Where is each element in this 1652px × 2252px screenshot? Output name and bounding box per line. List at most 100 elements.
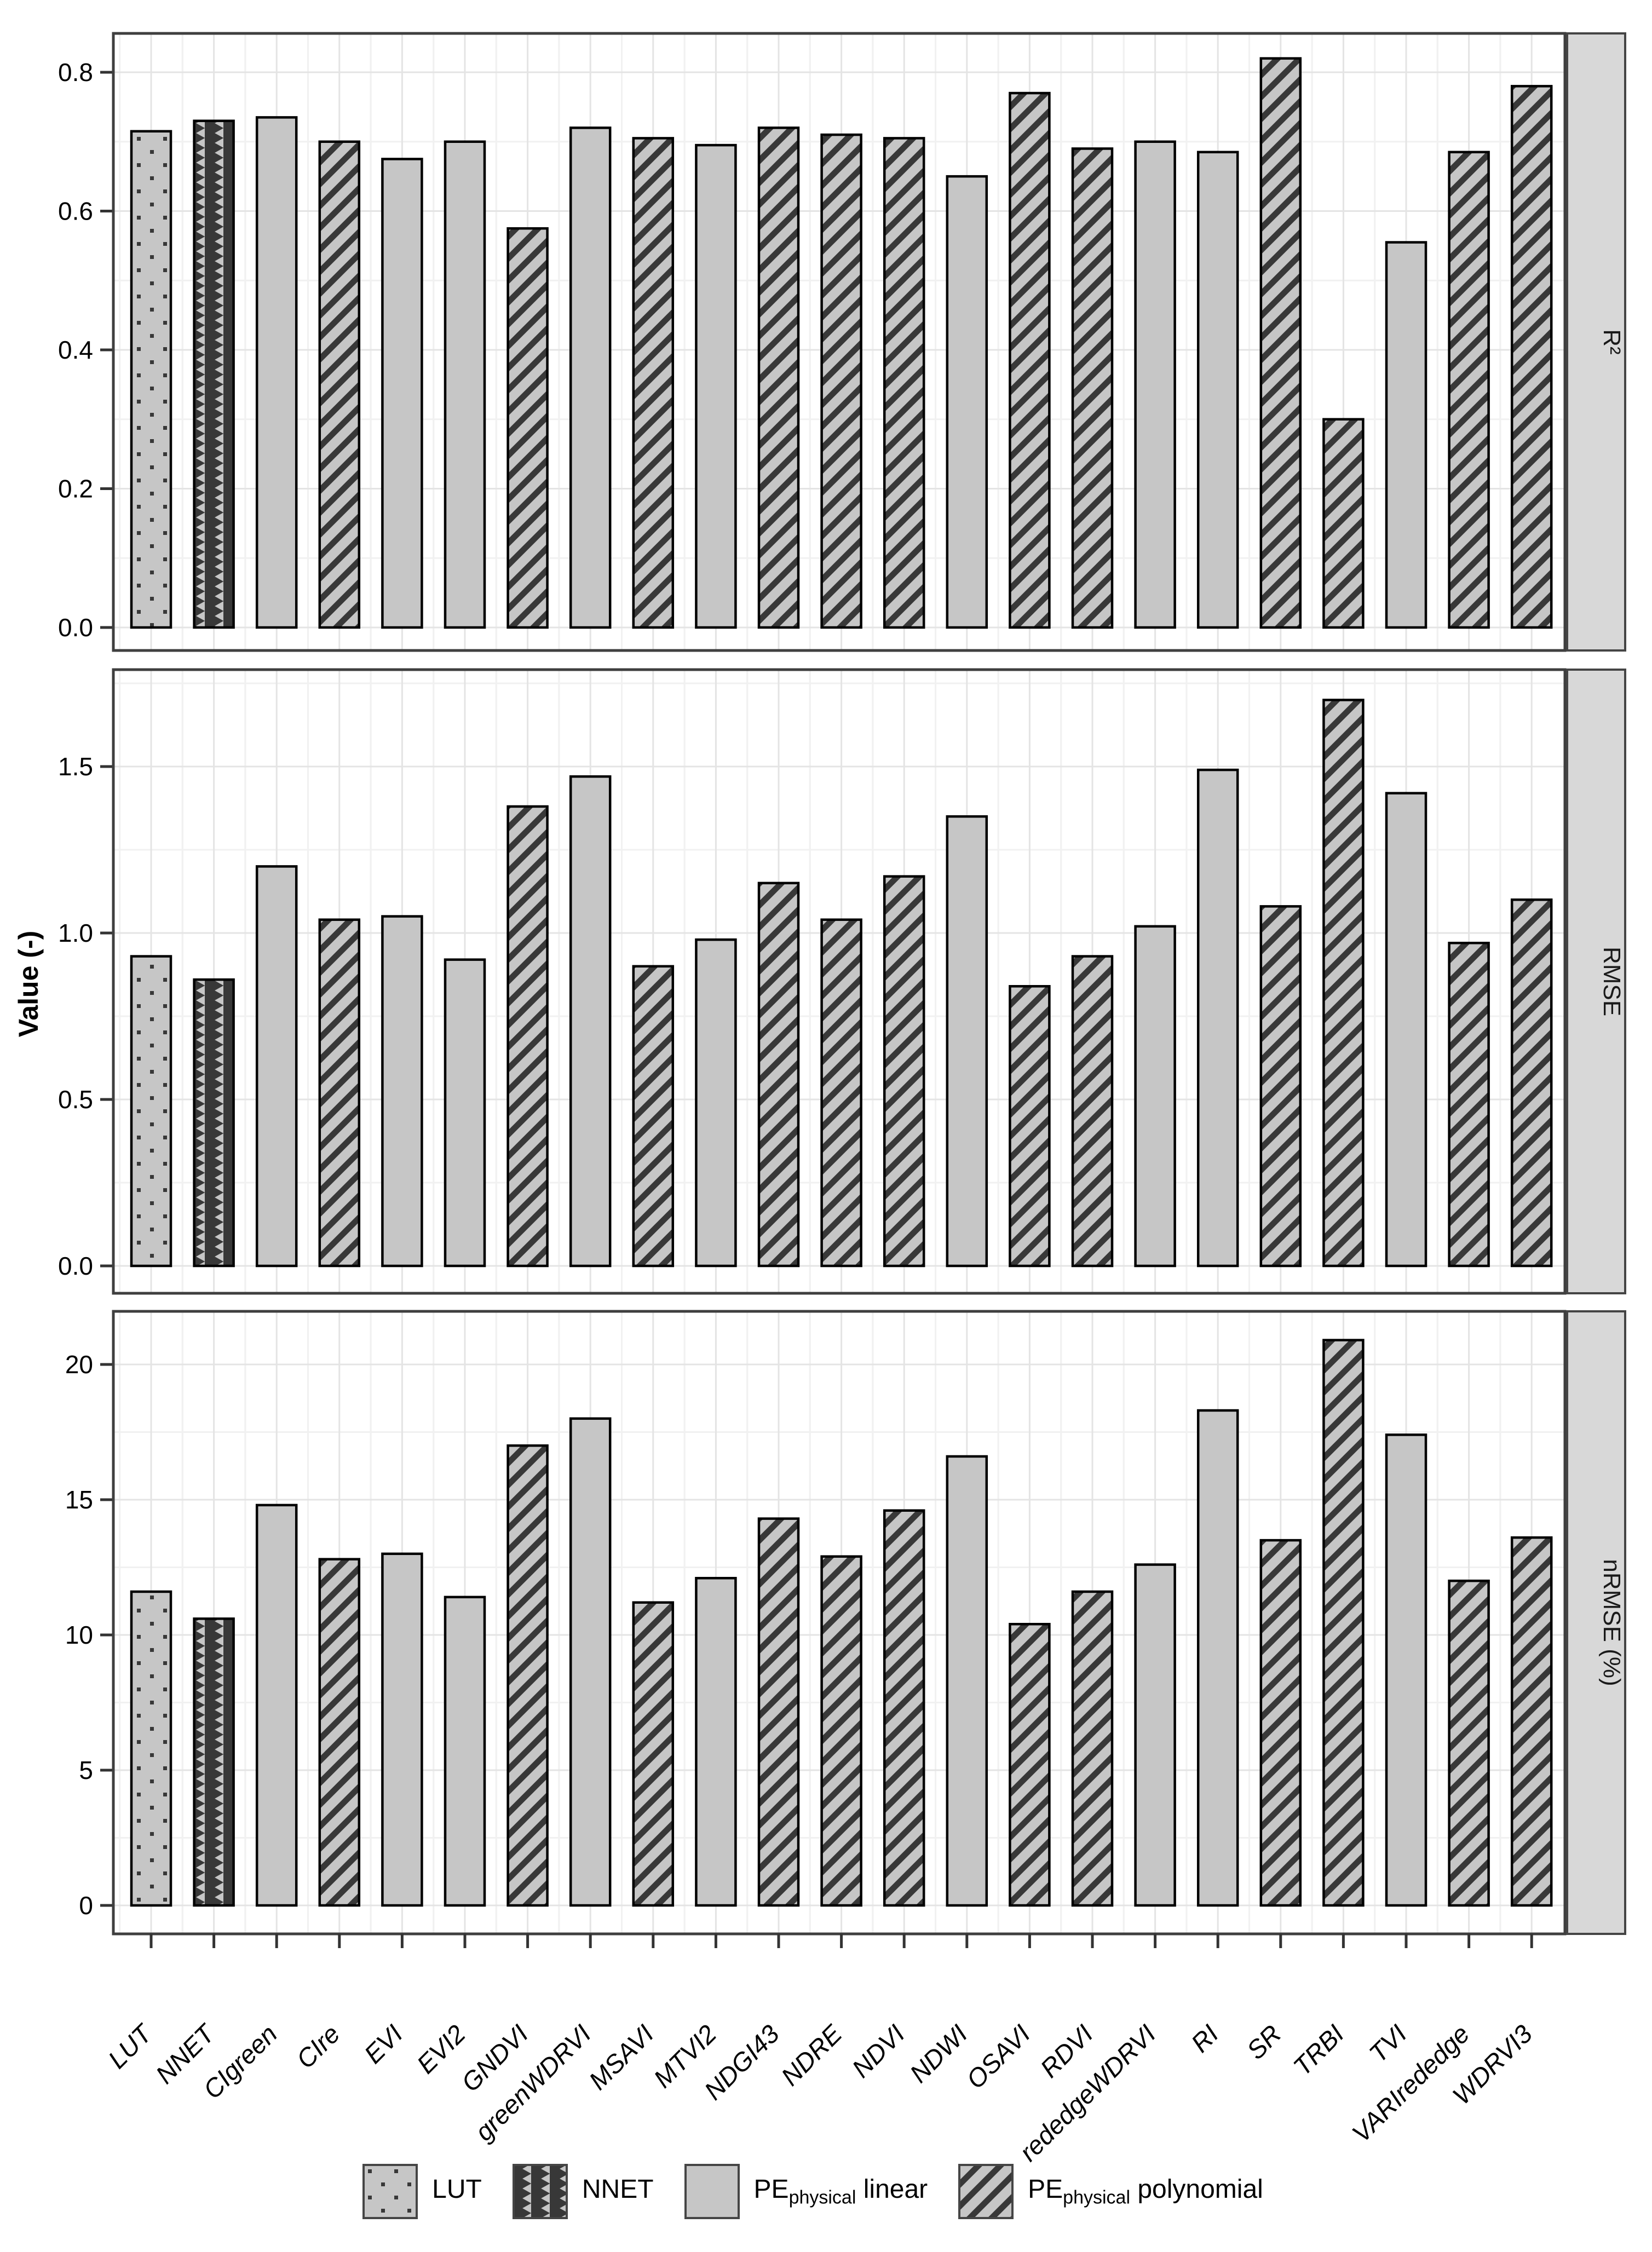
x-tick-label-MSAVI: MSAVI bbox=[583, 2019, 659, 2095]
panel-border bbox=[112, 668, 1567, 1295]
bar-MSAVI bbox=[632, 1601, 675, 1907]
bar-RI bbox=[1196, 151, 1239, 629]
bar-MTVI2 bbox=[695, 938, 737, 1268]
bar-LUT bbox=[130, 955, 172, 1268]
lut-dotted-swatch-icon bbox=[362, 2164, 418, 2219]
pe-polynomial-hatch-swatch-icon bbox=[958, 2164, 1014, 2219]
bar-TVI bbox=[1385, 1433, 1427, 1907]
bar-EVI2 bbox=[444, 958, 486, 1268]
facet-strip-label: RMSE bbox=[1598, 947, 1625, 1016]
bar-GNDVI bbox=[506, 805, 549, 1268]
bar-NDWI bbox=[946, 815, 988, 1268]
y-tick-label: 1.0 bbox=[58, 919, 93, 947]
x-tick-label-CIre: CIre bbox=[291, 2019, 346, 2074]
y-tick-label: 5 bbox=[79, 1756, 93, 1784]
bar-NDRE bbox=[820, 1555, 862, 1907]
bar-NDWI bbox=[946, 175, 988, 629]
bar-greenWDRVI bbox=[569, 126, 612, 629]
legend-item-nnet: NNET bbox=[512, 2164, 654, 2219]
y-tick-label: 0.4 bbox=[58, 336, 93, 364]
bar-TVI bbox=[1385, 241, 1427, 629]
bar-RDVI bbox=[1071, 1590, 1114, 1907]
y-tick-label: 10 bbox=[65, 1621, 93, 1649]
bar-TVI bbox=[1385, 792, 1427, 1268]
bar-GNDVI bbox=[506, 227, 549, 629]
bar-EVI bbox=[381, 158, 423, 629]
bar-RDVI bbox=[1071, 147, 1114, 629]
x-tick-label-EVI: EVI bbox=[358, 2019, 408, 2069]
bar-RI bbox=[1196, 768, 1239, 1268]
x-tick-label-OSAVI: OSAVI bbox=[960, 2019, 1035, 2094]
legend-label-pe-linear: PEphysical linear bbox=[753, 2175, 928, 2208]
panel-2: 0 5 10 15 20 nRMSE (%) bbox=[65, 1310, 1626, 1936]
bar-NDVI bbox=[883, 875, 925, 1268]
legend: LUT NNET PEphysical linear PEphysical po… bbox=[0, 2164, 1626, 2219]
bar-greenWDRVI bbox=[569, 1417, 612, 1907]
bar-VARIrededge bbox=[1448, 151, 1490, 629]
facet-strip bbox=[1566, 1310, 1626, 1935]
bar-CIgreen bbox=[255, 116, 298, 629]
facet-strip-label: nRMSE (%) bbox=[1598, 1559, 1625, 1686]
bar-GNDVI bbox=[506, 1444, 549, 1907]
legend-item-lut: LUT bbox=[362, 2164, 482, 2219]
bar-SR bbox=[1259, 57, 1302, 629]
bar-RDVI bbox=[1071, 955, 1114, 1268]
bar-EVI bbox=[381, 915, 423, 1268]
bar-NDVI bbox=[883, 137, 925, 629]
bar-MSAVI bbox=[632, 137, 675, 629]
y-tick-label: 0.5 bbox=[58, 1085, 93, 1114]
y-axis-title: Value (-) bbox=[13, 930, 44, 1038]
bar-NNET bbox=[193, 1617, 235, 1907]
pe-linear-solid-swatch-icon bbox=[684, 2164, 740, 2219]
bar-CIre bbox=[318, 140, 361, 629]
x-tick-label-NDVI: NDVI bbox=[846, 2019, 910, 2083]
bar-WDRVI3 bbox=[1510, 85, 1553, 629]
facet-strip-label: R² bbox=[1598, 329, 1625, 354]
bar-TRBI bbox=[1322, 1339, 1365, 1907]
bar-EVI bbox=[381, 1552, 423, 1907]
bar-NNET bbox=[193, 119, 235, 629]
panel-border bbox=[112, 32, 1567, 652]
bar-EVI2 bbox=[444, 140, 486, 629]
bar-rededgeWDRVI bbox=[1134, 140, 1176, 629]
bar-TRBI bbox=[1322, 418, 1365, 629]
y-tick-label: 1.5 bbox=[58, 752, 93, 781]
bar-NDGI43 bbox=[757, 882, 800, 1268]
bar-SR bbox=[1259, 905, 1302, 1268]
bar-CIgreen bbox=[255, 865, 298, 1268]
bar-OSAVI bbox=[1009, 91, 1051, 629]
bar-CIgreen bbox=[255, 1504, 298, 1907]
x-tick-label-RI: RI bbox=[1185, 2019, 1224, 2058]
y-tick-label: 0.0 bbox=[58, 613, 93, 642]
bar-EVI2 bbox=[444, 1596, 486, 1907]
bar-NDRE bbox=[820, 918, 862, 1268]
bar-LUT bbox=[130, 1590, 172, 1907]
bar-OSAVI bbox=[1009, 1622, 1051, 1907]
bar-CIre bbox=[318, 1558, 361, 1907]
nnet-zigzag-swatch-icon bbox=[512, 2164, 568, 2219]
bar-WDRVI3 bbox=[1510, 1536, 1553, 1907]
bar-VARIrededge bbox=[1448, 1579, 1490, 1907]
bar-NDVI bbox=[883, 1509, 925, 1907]
bar-NDGI43 bbox=[757, 126, 800, 629]
bar-VARIrededge bbox=[1448, 941, 1490, 1268]
legend-item-pe-linear: PEphysical linear bbox=[684, 2164, 928, 2219]
legend-item-pe-polynomial: PEphysical polynomial bbox=[958, 2164, 1263, 2219]
y-tick-label: 20 bbox=[65, 1350, 93, 1379]
x-tick-label-LUT: LUT bbox=[102, 2018, 159, 2074]
panel-1: 0.0 0.5 1.0 1.5 RMSE bbox=[58, 668, 1626, 1295]
facet-strip bbox=[1566, 669, 1626, 1294]
bar-MSAVI bbox=[632, 965, 675, 1268]
facet-strip bbox=[1566, 32, 1626, 652]
y-tick-label: 0.0 bbox=[58, 1252, 93, 1280]
bar-MTVI2 bbox=[695, 1577, 737, 1907]
panel-border bbox=[112, 1310, 1567, 1936]
y-tick-label: 0 bbox=[79, 1891, 93, 1920]
bar-WDRVI3 bbox=[1510, 898, 1553, 1268]
legend-label-nnet: NNET bbox=[582, 2175, 654, 2204]
bar-LUT bbox=[130, 130, 172, 629]
bar-NDRE bbox=[820, 133, 862, 629]
